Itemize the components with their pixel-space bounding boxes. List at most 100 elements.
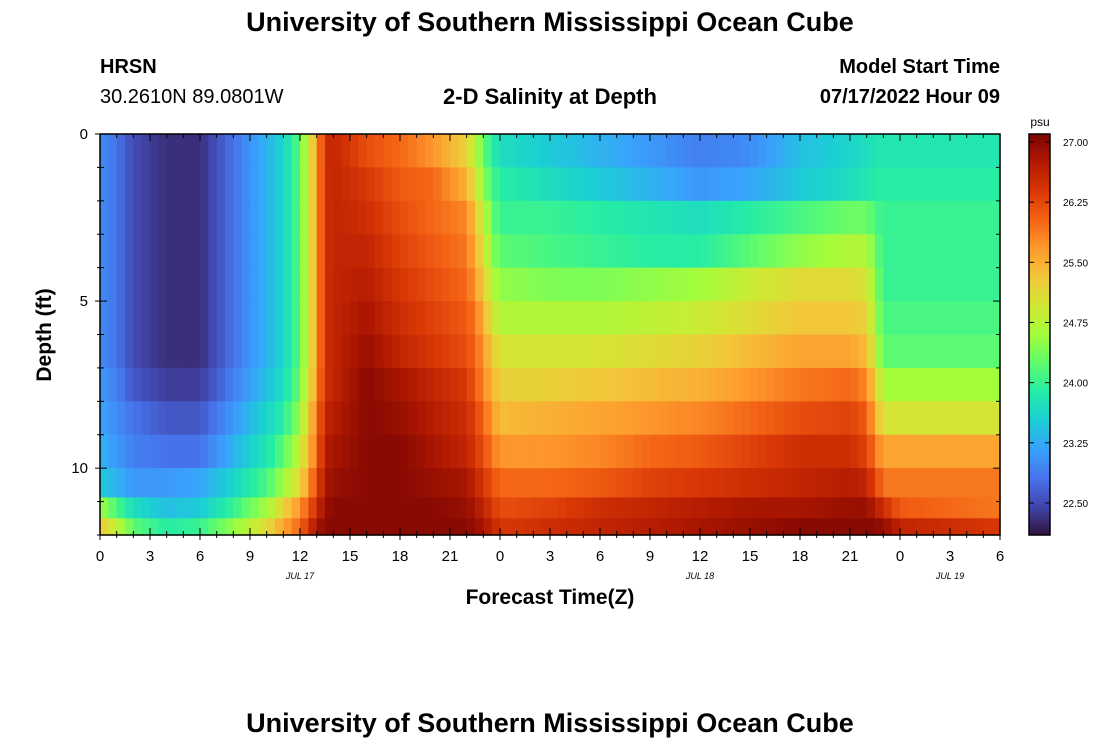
heatmap-cell (483, 468, 493, 499)
heatmap-cell (591, 518, 601, 536)
heatmap-cell (900, 167, 909, 202)
heatmap-cell (616, 134, 626, 169)
heatmap-cell (625, 200, 634, 235)
heatmap-cell (825, 134, 834, 169)
heatmap-cell (125, 468, 134, 499)
heatmap-cell (108, 367, 118, 402)
heatmap-cell (541, 267, 551, 302)
heatmap-cell (816, 367, 826, 402)
heatmap-cell (783, 334, 793, 369)
heatmap-cell (325, 468, 334, 499)
heatmap-cell (508, 267, 518, 302)
heatmap-cell (941, 401, 951, 436)
heatmap-cell (383, 367, 393, 402)
heatmap-cell (516, 167, 526, 202)
heatmap-cell (508, 234, 518, 269)
heatmap-cell (425, 518, 434, 536)
heatmap-cell (450, 334, 459, 369)
heatmap-cell (508, 434, 518, 469)
heatmap-cell (216, 434, 226, 469)
heatmap-cell (383, 267, 393, 302)
heatmap-cell (108, 518, 118, 536)
heatmap-cell (825, 434, 834, 469)
heatmap-cell (991, 401, 1001, 436)
heatmap-cell (208, 468, 218, 499)
heatmap-cell (341, 267, 351, 302)
heatmap-cell (133, 301, 143, 336)
heatmap-cell (283, 497, 293, 519)
heatmap-cell (166, 468, 176, 499)
x-tick-label: 18 (792, 548, 809, 565)
heatmap-cell (283, 234, 293, 269)
heatmap-cell (283, 401, 293, 436)
heatmap-cell (608, 497, 618, 519)
heatmap-cell (541, 301, 551, 336)
heatmap-cell (208, 301, 218, 336)
heatmap-cell (258, 167, 268, 202)
heatmap-cell (641, 367, 651, 402)
model-start-value: 07/17/2022 Hour 09 (819, 86, 1000, 108)
heatmap-cell (233, 468, 243, 499)
heatmap-cell (983, 267, 993, 302)
heatmap-cell (625, 267, 634, 302)
heatmap-cell (991, 334, 1001, 369)
heatmap-cell (416, 167, 426, 202)
heatmap-cell (433, 367, 443, 402)
heatmap-cell (258, 267, 268, 302)
heatmap-cell (108, 434, 118, 469)
heatmap-cell (325, 234, 334, 269)
heatmap-cell (983, 468, 993, 499)
heatmap-cell (116, 401, 126, 436)
heatmap-cell (166, 134, 176, 169)
heatmap-cell (800, 134, 809, 169)
heatmap-cell (141, 518, 151, 536)
heatmap-cell (183, 518, 193, 536)
heatmap-cell (958, 468, 968, 499)
heatmap-cell (783, 200, 793, 235)
heatmap-cell (300, 367, 309, 402)
x-tick-label: 9 (646, 548, 654, 565)
colorbar-gradient (1028, 133, 1051, 536)
heatmap-cell (416, 200, 426, 235)
heatmap-cell (633, 134, 643, 169)
heatmap-cell (675, 200, 684, 235)
heatmap-cell (250, 234, 259, 269)
heatmap-cell (183, 134, 193, 169)
heatmap-cell (233, 234, 243, 269)
heatmap-cell (850, 267, 859, 302)
heatmap-cell (391, 434, 401, 469)
heatmap-cell (866, 167, 876, 202)
heatmap-cell (766, 334, 776, 369)
heatmap-cell (341, 401, 351, 436)
heatmap-cell (208, 200, 218, 235)
heatmap-cell (583, 434, 593, 469)
heatmap-cell (883, 267, 893, 302)
heatmap-cell (191, 301, 201, 336)
heatmap-cell (800, 497, 809, 519)
heatmap-cell (666, 401, 676, 436)
heatmap-cell (600, 468, 609, 499)
x-tick-label: 15 (342, 548, 359, 565)
heatmap-cell (308, 401, 318, 436)
heatmap-cell (550, 468, 559, 499)
heatmap-cell (300, 497, 309, 519)
heatmap-cell (275, 234, 284, 269)
heatmap-cell (741, 518, 751, 536)
heatmap-cell (133, 200, 143, 235)
heatmap-cell (700, 334, 709, 369)
x-tick-label: 12 (292, 548, 309, 565)
heatmap-cell (533, 200, 543, 235)
heatmap-cell (741, 167, 751, 202)
heatmap-cell (725, 134, 734, 169)
heatmap-cell (800, 401, 809, 436)
heatmap-cell (225, 200, 234, 235)
heatmap-cell (200, 401, 209, 436)
heatmap-cell (650, 518, 659, 536)
heatmap-cell (816, 267, 826, 302)
heatmap-cell (258, 434, 268, 469)
heatmap-cell (375, 367, 384, 402)
heatmap-cell (575, 234, 584, 269)
heatmap-cell (341, 367, 351, 402)
heatmap-cell (700, 468, 709, 499)
heatmap-cell (583, 200, 593, 235)
